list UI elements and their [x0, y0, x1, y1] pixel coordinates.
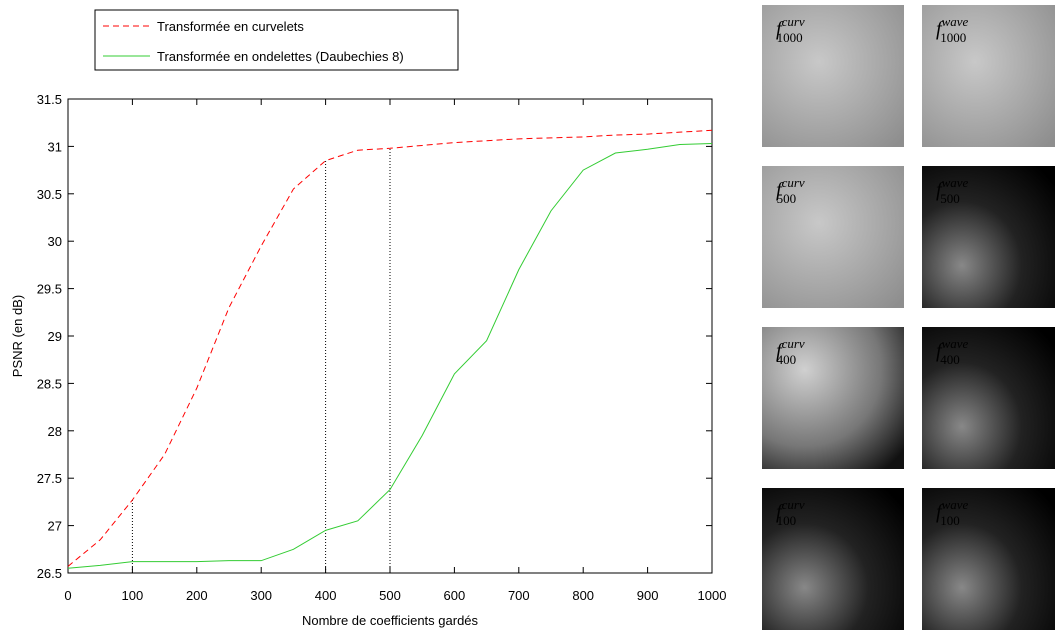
x-tick-label: 500 [379, 588, 401, 603]
x-axis-label: Nombre de coefficients gardés [302, 613, 479, 628]
y-tick-label: 29.5 [37, 282, 62, 297]
legend-label: Transformée en ondelettes (Daubechies 8) [157, 49, 404, 64]
label-sub: 1000 [940, 30, 966, 45]
label-base: f [936, 340, 944, 362]
y-tick-label: 31.5 [37, 92, 62, 107]
label-base: f [936, 18, 944, 40]
x-tick-label: 100 [122, 588, 144, 603]
label-sub: 500 [777, 191, 797, 206]
label-base: f [776, 340, 784, 362]
thumbnail-label: fwave 100 [936, 497, 969, 528]
x-tick-label: 900 [637, 588, 659, 603]
label-sup: curv [782, 175, 805, 190]
label-sup: curv [782, 336, 805, 351]
x-tick-label: 600 [444, 588, 466, 603]
legend-label: Transformée en curvelets [157, 19, 304, 34]
thumbnail-label: fcurv 400 [776, 336, 805, 367]
y-tick-label: 30 [48, 234, 62, 249]
x-tick-label: 300 [250, 588, 272, 603]
x-tick-label: 1000 [698, 588, 727, 603]
label-base: f [776, 501, 784, 523]
label-sup: wave [942, 336, 969, 351]
y-tick-label: 31 [48, 139, 62, 154]
label-sup: wave [942, 497, 969, 512]
thumbnail-image [762, 488, 904, 630]
label-base: f [936, 501, 944, 523]
thumbnail-label: fcurv 100 [776, 497, 805, 528]
label-sub: 400 [940, 352, 960, 367]
label-sup: wave [942, 175, 969, 190]
x-tick-label: 400 [315, 588, 337, 603]
thumbnail-image [922, 5, 1055, 147]
label-base: f [776, 18, 784, 40]
thumbnail-image [762, 327, 904, 469]
label-sup: wave [942, 14, 969, 29]
thumbnail-image [762, 5, 904, 147]
thumbnail-image [762, 166, 904, 308]
y-tick-label: 28.5 [37, 376, 62, 391]
thumbnail-label: fcurv 1000 [776, 14, 805, 45]
thumbnail-image [922, 488, 1055, 630]
label-sup: curv [782, 14, 805, 29]
y-tick-label: 26.5 [37, 566, 62, 581]
legend-box [94, 9, 459, 71]
thumbnail-image [922, 327, 1055, 469]
label-sub: 100 [777, 513, 797, 528]
y-tick-label: 29 [48, 329, 62, 344]
x-tick-label: 800 [572, 588, 594, 603]
thumbnail-label: fwave 1000 [936, 14, 969, 45]
y-axis-label: PSNR (en dB) [10, 295, 25, 377]
label-base: f [776, 179, 784, 201]
x-tick-label: 700 [508, 588, 530, 603]
label-sub: 500 [940, 191, 960, 206]
label-sub: 100 [940, 513, 960, 528]
y-tick-label: 27 [48, 519, 62, 534]
x-tick-label: 200 [186, 588, 208, 603]
thumbnail-image [922, 166, 1055, 308]
label-base: f [936, 179, 944, 201]
series-line [67, 143, 713, 569]
series-line [67, 129, 713, 567]
y-tick-label: 30.5 [37, 187, 62, 202]
label-sub: 400 [777, 352, 797, 367]
x-tick-label: 0 [64, 588, 71, 603]
y-tick-label: 28 [48, 424, 62, 439]
thumbnail-label: fcurv 500 [776, 175, 805, 206]
thumbnail-label: fwave 500 [936, 175, 969, 206]
y-tick-label: 27.5 [37, 471, 62, 486]
thumbnail-label: fwave 400 [936, 336, 969, 367]
label-sub: 1000 [777, 30, 803, 45]
label-sup: curv [782, 497, 805, 512]
